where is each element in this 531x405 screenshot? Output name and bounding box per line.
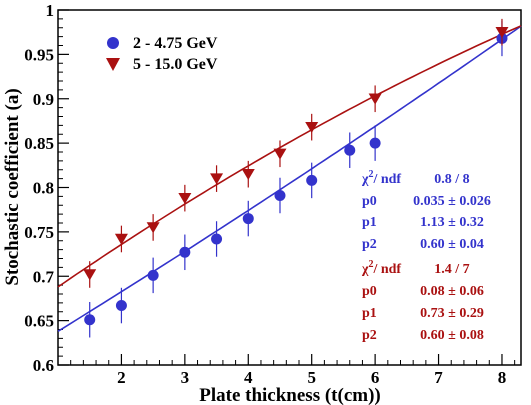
fit-blue-p0-name: p0 — [362, 194, 377, 209]
y-tick-label: 0.9 — [33, 90, 54, 109]
fit-red-p1-value: 0.73 ± 0.29 — [420, 306, 484, 321]
data-point — [241, 160, 255, 188]
data-point — [495, 18, 509, 46]
point-marker-circle — [147, 269, 159, 281]
point-marker-triangle — [146, 222, 160, 234]
point-marker-triangle — [241, 168, 255, 181]
point-marker-triangle — [114, 233, 128, 245]
point-marker-circle — [274, 189, 286, 201]
legend: 2 - 4.75 GeV 5 - 15.0 GeV — [106, 35, 218, 73]
y-axis-title: Stochastic coefficient (a) — [2, 88, 23, 285]
y-tick-label: 1 — [46, 1, 55, 20]
fit-red-p0-value: 0.08 ± 0.06 — [420, 284, 484, 299]
fit-red-p1-name: p1 — [362, 306, 377, 321]
point-marker-circle — [115, 300, 127, 312]
y-tick-label: 0.75 — [24, 223, 54, 242]
y-tick-label: 0.95 — [24, 45, 54, 64]
x-tick-label: 6 — [371, 368, 380, 387]
fit-red-chi2-label: χ2/ ndf — [361, 259, 401, 277]
x-tick-label: 8 — [498, 368, 507, 387]
data-point — [114, 225, 128, 253]
data-point — [146, 214, 160, 241]
point-marker-circle — [344, 144, 356, 156]
point-marker-circle — [179, 246, 191, 258]
data-point — [344, 132, 356, 168]
point-marker-circle — [369, 137, 381, 149]
point-marker-triangle — [83, 269, 97, 281]
fit-line-red — [57, 25, 522, 288]
data-point — [178, 184, 192, 212]
legend-marker-blue-circle — [107, 37, 119, 49]
point-marker-triangle — [178, 192, 192, 204]
point-marker-triangle — [305, 121, 319, 133]
x-tick-label: 4 — [244, 368, 253, 387]
data-points — [83, 18, 509, 338]
point-marker-circle — [211, 233, 223, 245]
x-tick-label: 7 — [434, 368, 443, 387]
legend-entry-1: 5 - 15.0 GeV — [133, 56, 218, 73]
axis-ticks: 2 3 4 5 6 7 8 0.6 0.65 0.7 0.75 0.8 0.85 0.9 0.95 1 — [24, 1, 516, 387]
data-point — [242, 200, 254, 237]
data-point — [306, 162, 318, 199]
point-marker-triangle — [210, 173, 224, 185]
x-tick-label: 3 — [181, 368, 190, 387]
point-marker-triangle — [495, 26, 509, 39]
data-point — [83, 261, 97, 288]
x-tick-label: 5 — [307, 368, 316, 387]
y-tick-label: 0.65 — [24, 312, 54, 331]
fit-red-p2-value: 0.60 ± 0.08 — [420, 328, 484, 343]
data-point — [305, 113, 319, 141]
data-point — [273, 140, 287, 168]
data-point — [147, 257, 159, 294]
y-tick-label: 0.85 — [24, 134, 54, 153]
data-point — [211, 221, 223, 257]
data-point — [179, 234, 191, 271]
fit-blue-p2-value: 0.60 ± 0.04 — [420, 237, 484, 252]
data-point — [84, 301, 96, 338]
fit-blue-chi2-label: χ2/ ndf — [361, 169, 401, 187]
data-point — [274, 177, 286, 214]
y-tick-label: 0.8 — [33, 179, 54, 198]
fit-lines — [57, 25, 522, 332]
legend-entry-0: 2 - 4.75 GeV — [133, 35, 218, 52]
fit-red-p0-name: p0 — [362, 284, 377, 299]
legend-circle — [107, 37, 119, 49]
data-point — [115, 287, 127, 324]
legend-triangle — [106, 58, 120, 71]
data-point — [210, 165, 224, 192]
point-marker-triangle — [273, 148, 287, 160]
fit-red-p2-name: p2 — [362, 328, 377, 343]
fit-blue-p2-name: p2 — [362, 237, 377, 252]
fit-blue-chi2-value: 0.8 / 8 — [434, 172, 469, 187]
fit-blue-p1-value: 1.13 ± 0.32 — [420, 215, 484, 230]
point-marker-triangle — [368, 93, 382, 105]
legend-marker-red-triangle — [106, 58, 120, 71]
x-tick-label: 2 — [117, 368, 126, 387]
point-marker-circle — [306, 174, 318, 186]
fit-box-red: χ2/ ndf 1.4 / 7 p0 0.08 ± 0.06 p1 0.73 ±… — [361, 259, 484, 343]
x-axis-title: Plate thickness (t(cm)) — [199, 385, 381, 405]
point-marker-circle — [84, 314, 96, 326]
fit-blue-p1-name: p1 — [362, 215, 377, 230]
fit-blue-p0-value: 0.035 ± 0.026 — [413, 194, 491, 209]
point-marker-circle — [242, 213, 254, 225]
data-point — [369, 125, 381, 161]
fit-box-blue: χ2/ ndf 0.8 / 8 p0 0.035 ± 0.026 p1 1.13… — [361, 169, 491, 252]
fit-red-chi2-value: 1.4 / 7 — [434, 262, 469, 277]
fit-line-blue — [57, 25, 522, 332]
y-tick-label: 0.7 — [33, 267, 55, 286]
y-tick-label: 0.6 — [33, 356, 54, 375]
data-point — [368, 85, 382, 113]
